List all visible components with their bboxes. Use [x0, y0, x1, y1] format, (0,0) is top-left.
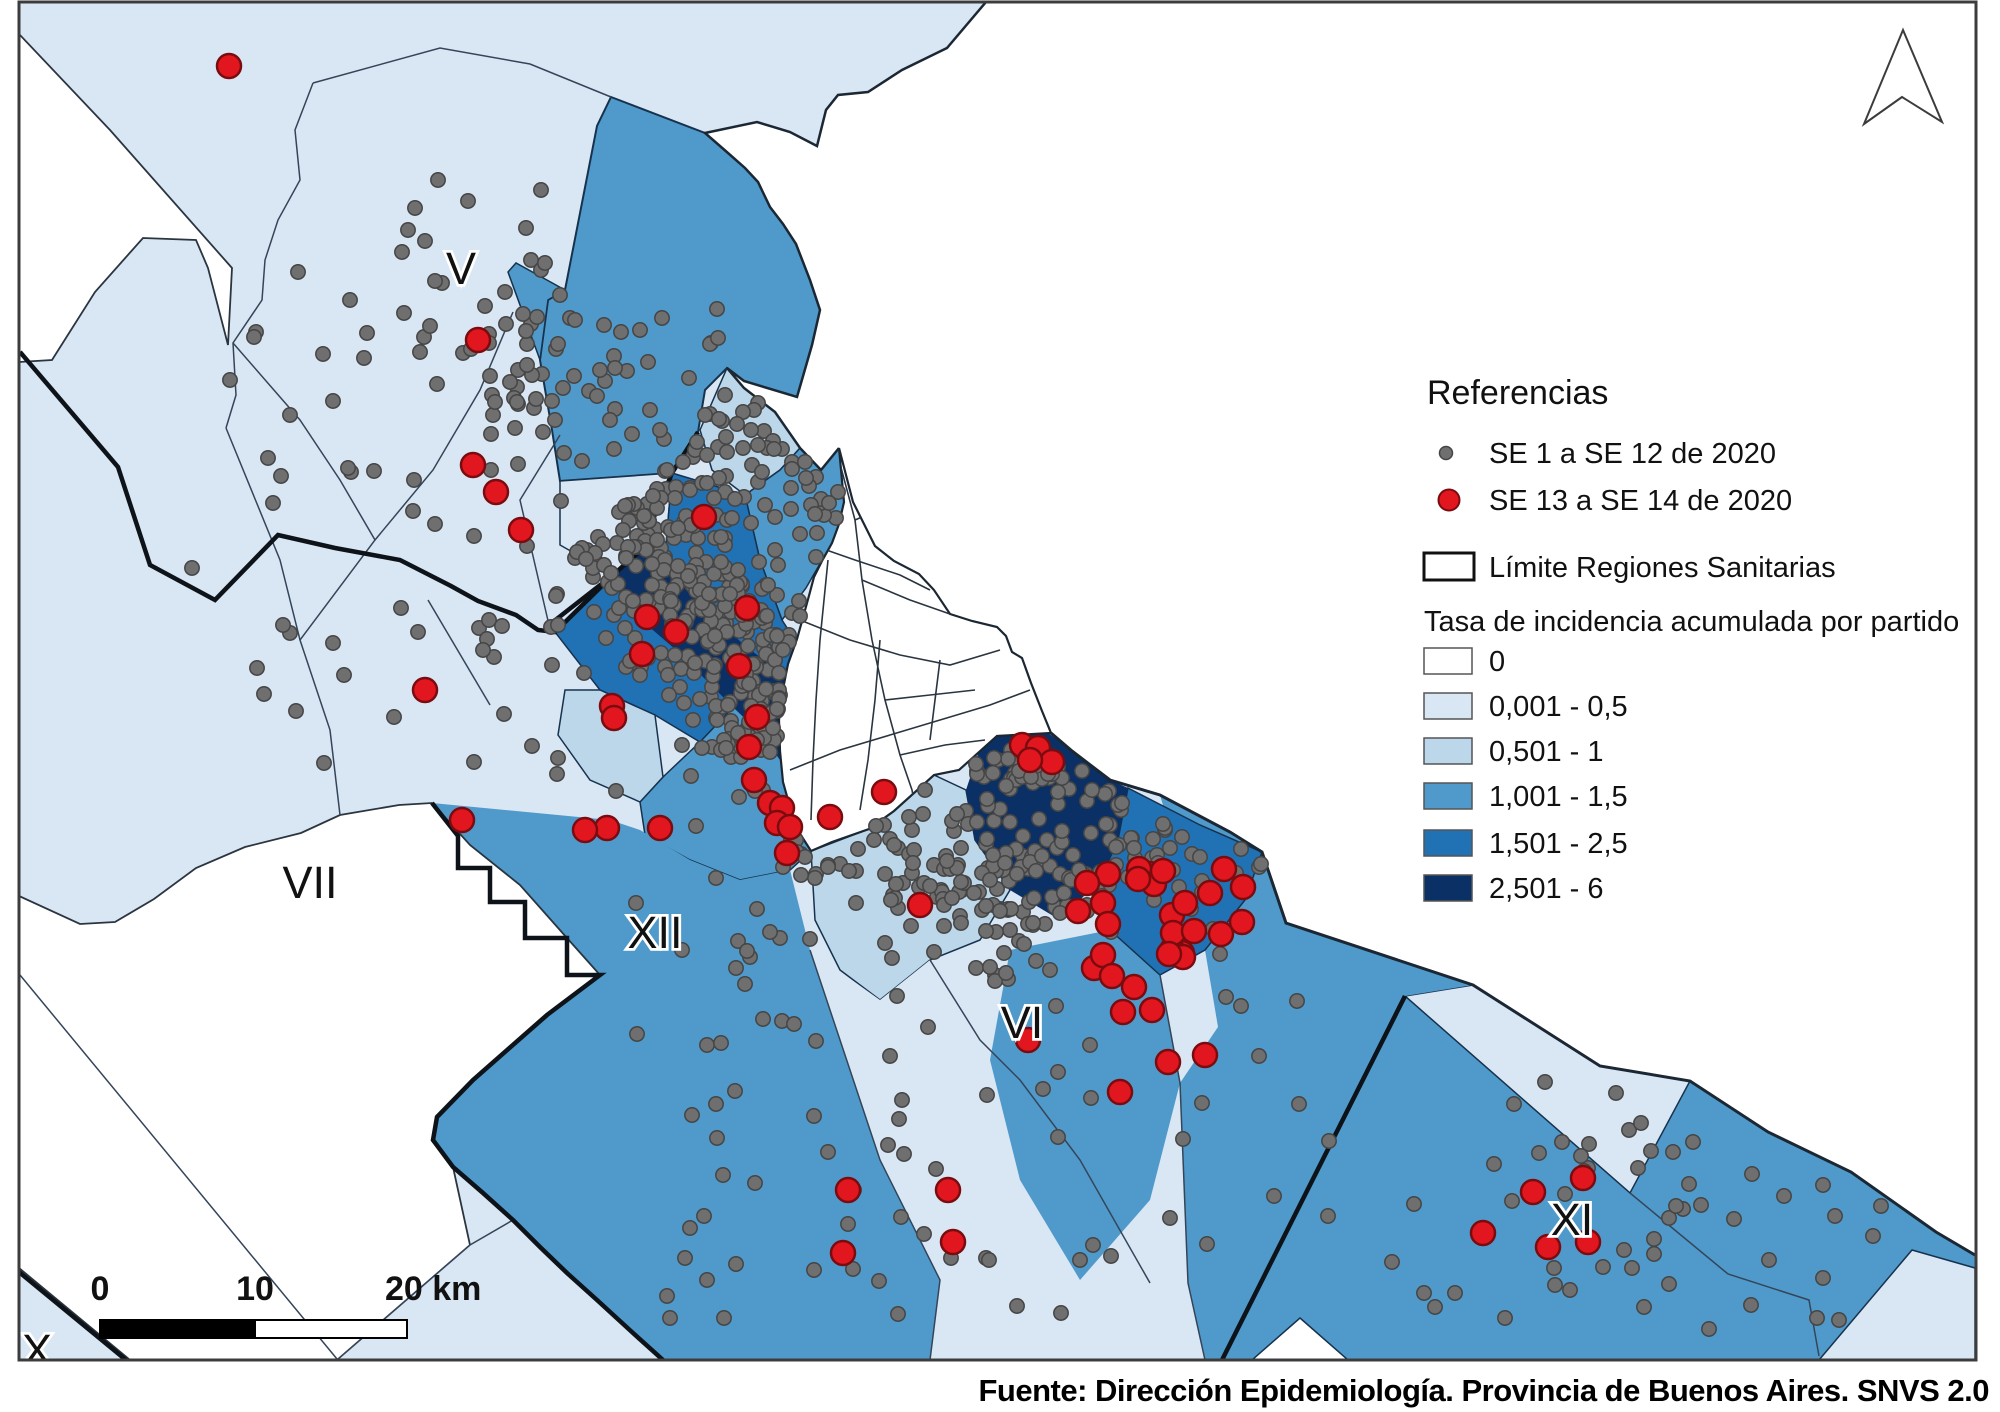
- svg-text:0,501 - 1: 0,501 - 1: [1489, 736, 1603, 768]
- svg-text:20 km: 20 km: [385, 1270, 481, 1308]
- svg-text:SE 1 a SE 12 de 2020: SE 1 a SE 12 de 2020: [1489, 438, 1776, 470]
- svg-text:Fuente: Dirección Epidemiologí: Fuente: Dirección Epidemiología. Provinc…: [978, 1373, 1989, 1408]
- svg-text:VI: VI: [1001, 997, 1044, 1048]
- svg-text:1,001 - 1,5: 1,001 - 1,5: [1489, 781, 1628, 813]
- svg-text:Referencias: Referencias: [1427, 374, 1608, 412]
- svg-text:VII: VII: [282, 857, 337, 908]
- svg-text:XII: XII: [627, 907, 682, 958]
- svg-text:X: X: [22, 1325, 52, 1376]
- svg-text:10: 10: [236, 1270, 274, 1308]
- svg-text:Límite Regiones Sanitarias: Límite Regiones Sanitarias: [1489, 552, 1836, 584]
- svg-text:0: 0: [91, 1270, 110, 1308]
- svg-text:SE 13 a SE 14 de 2020: SE 13 a SE 14 de 2020: [1489, 485, 1792, 517]
- svg-text:0: 0: [1489, 646, 1505, 678]
- svg-text:Tasa de incidencia acumulada p: Tasa de incidencia acumulada por partido: [1424, 606, 1959, 638]
- svg-text:0,001 - 0,5: 0,001 - 0,5: [1489, 691, 1628, 723]
- svg-text:2,501 - 6: 2,501 - 6: [1489, 873, 1603, 905]
- svg-text:1,501 - 2,5: 1,501 - 2,5: [1489, 828, 1628, 860]
- svg-text:V: V: [446, 243, 476, 294]
- svg-text:XI: XI: [1551, 1194, 1594, 1245]
